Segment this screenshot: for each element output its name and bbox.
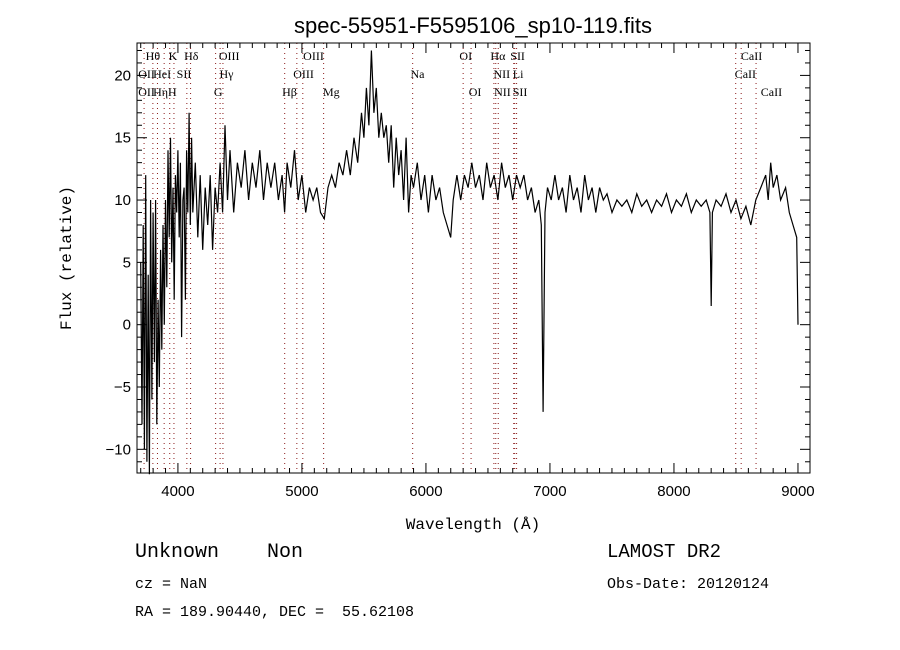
line-label: OIII — [219, 49, 240, 63]
redshift-cz: cz = NaN — [135, 576, 208, 593]
line-label: Hδ — [184, 49, 199, 63]
x-tick-label: 8000 — [657, 483, 690, 500]
line-label: H — [168, 85, 177, 99]
y-tick-label: 5 — [123, 254, 131, 271]
x-tick-label: 6000 — [409, 483, 442, 500]
line-label: K — [169, 49, 178, 63]
line-label: G — [214, 85, 223, 99]
line-label: CaII — [741, 49, 762, 63]
line-label: Hβ — [282, 85, 297, 99]
line-label: OI — [469, 85, 482, 99]
spectrum-line — [140, 50, 799, 475]
y-tick-label: 15 — [114, 130, 131, 147]
line-label: OII — [138, 67, 155, 81]
x-tick-label: 5000 — [285, 483, 318, 500]
line-label: SII — [513, 85, 528, 99]
line-label: OIII — [293, 67, 314, 81]
y-tick-label: 20 — [114, 67, 131, 84]
y-axis-label: Flux (relative) — [58, 186, 76, 330]
coordinates: RA = 189.90440, DEC = 55.62108 — [135, 604, 415, 621]
chart-title: spec-55951-F5595106_sp10-119.fits — [294, 13, 652, 38]
line-label: SII — [510, 49, 525, 63]
survey-name: LAMOST DR2 — [607, 541, 722, 563]
line-label: Mg — [323, 85, 340, 99]
line-label: Hα — [490, 49, 506, 63]
y-tick-label: −10 — [106, 441, 131, 458]
line-label: HeI — [153, 67, 171, 81]
line-label: CaII — [735, 67, 756, 81]
x-tick-label: 9000 — [781, 483, 814, 500]
obs-date: Obs-Date: 20120124 — [607, 576, 770, 593]
line-label: Li — [513, 67, 524, 81]
line-label: OII — [138, 85, 155, 99]
x-axis-label: Wavelength (Å) — [406, 516, 540, 534]
line-label: Hγ — [219, 67, 234, 81]
line-label: Hη — [153, 85, 168, 99]
line-label: SII — [177, 67, 192, 81]
y-tick-label: 0 — [123, 317, 131, 334]
y-tick-label: −5 — [114, 379, 131, 396]
object-class: Unknown Non — [135, 541, 304, 564]
line-label: Hθ — [146, 49, 161, 63]
y-tick-label: 10 — [114, 192, 131, 209]
line-label: CaII — [761, 85, 782, 99]
line-label: OIII — [303, 49, 324, 63]
plot-frame — [136, 42, 811, 474]
x-tick-label: 4000 — [161, 483, 194, 500]
line-label: OI — [459, 49, 472, 63]
x-tick-label: 7000 — [533, 483, 566, 500]
line-label: NII — [494, 85, 511, 99]
line-label: Na — [410, 67, 425, 81]
line-label: NII — [494, 67, 511, 81]
